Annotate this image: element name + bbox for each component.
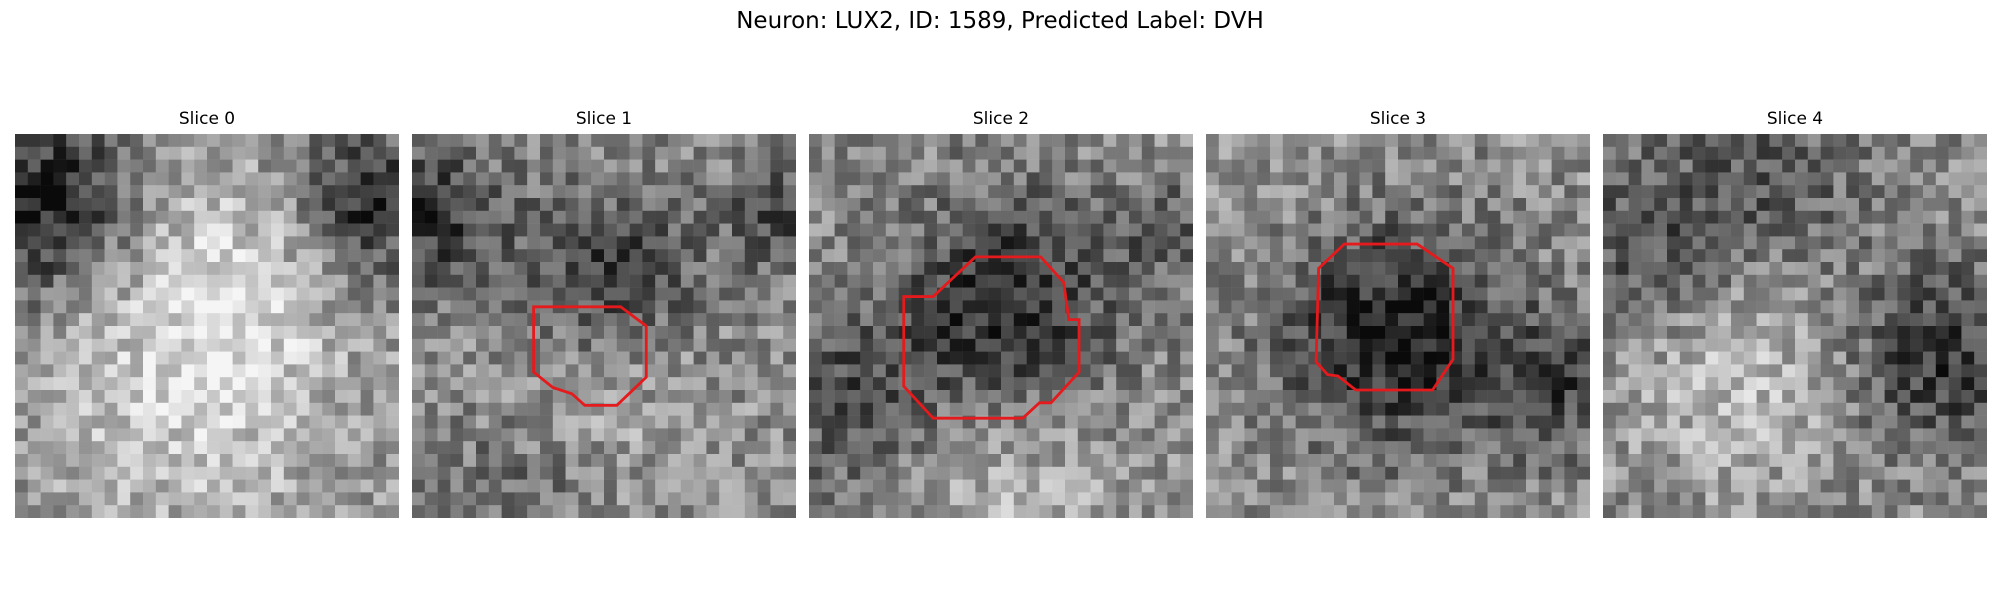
slice-title: Slice 4: [1766, 109, 1824, 129]
slice-image: [15, 134, 399, 518]
slice-panel-0: Slice 0: [15, 108, 399, 518]
slice-panel-1: Slice 1: [412, 108, 796, 518]
slice-title: Slice 0: [178, 109, 236, 129]
slice-panel-2: Slice 2: [809, 108, 1193, 518]
slice-image: [412, 134, 796, 518]
slice-title: Slice 1: [575, 109, 633, 129]
roi-contour: [532, 305, 648, 407]
slice-image: [1603, 134, 1987, 518]
slice-image: [809, 134, 1193, 518]
slice-image: [1206, 134, 1590, 518]
slice-panel-3: Slice 3: [1206, 108, 1590, 518]
roi-contour: [1314, 242, 1455, 392]
roi-contour: [902, 255, 1081, 420]
slice-title: Slice 3: [1369, 109, 1427, 129]
figure-title: Neuron: LUX2, ID: 1589, Predicted Label:…: [736, 8, 1264, 34]
slice-panel-4: Slice 4: [1603, 108, 1987, 518]
slice-title: Slice 2: [972, 109, 1030, 129]
